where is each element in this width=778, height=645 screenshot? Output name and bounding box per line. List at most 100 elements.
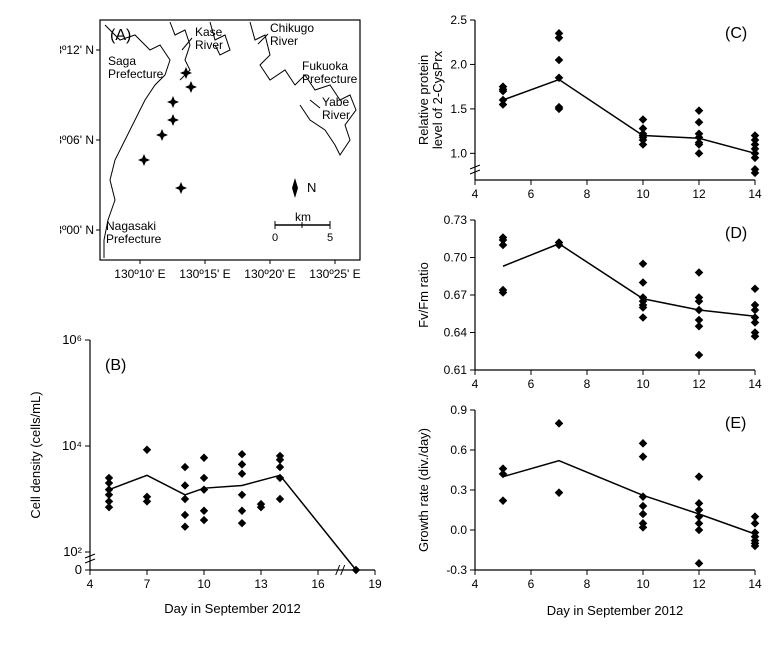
y-axis-label: Growth rate (div./day) (416, 428, 431, 552)
y-tick-label: 1.5 (450, 102, 467, 116)
data-point (695, 149, 704, 158)
y-axis-label: Fv/Fm ratio (416, 262, 431, 328)
data-point (105, 474, 113, 482)
data-point (499, 496, 508, 505)
scale-bar: km 0 5 (272, 210, 333, 244)
data-point (181, 495, 189, 503)
x-tick-label: 19 (368, 577, 382, 591)
data-point (181, 463, 189, 471)
x-tick-label: 8 (584, 577, 591, 591)
data-point (639, 502, 648, 511)
x-tick-label: 10 (197, 577, 211, 591)
yabe-arrow (310, 100, 320, 108)
x-tick-label: 6 (528, 577, 535, 591)
lon-tick-2: 130º20' E (244, 267, 295, 281)
kase-arrow (182, 38, 192, 50)
data-point (751, 313, 760, 322)
yabe-label-2: River (322, 108, 350, 122)
fukuoka-label-2: Prefecture (302, 72, 358, 86)
scale-5: 5 (327, 232, 333, 244)
data-point (200, 485, 208, 493)
fukuoka-label-1: Fukuoka (302, 59, 348, 73)
x-axis-label: Day in September 2012 (164, 601, 301, 616)
data-point (695, 268, 704, 277)
data-point (181, 481, 189, 489)
x-tick-label: 4 (472, 377, 479, 391)
north-arrow: N (292, 178, 316, 198)
data-point (200, 516, 208, 524)
y-tick-label: 2.0 (450, 57, 467, 71)
data-point (238, 470, 246, 478)
panel-d-chart: 0.610.640.670.700.73468101214Fv/Fm ratio… (410, 210, 770, 395)
data-point (238, 450, 246, 458)
lat-tick-1: 33º06' N (60, 133, 94, 147)
panel-letter: (D) (725, 225, 747, 242)
data-point (639, 115, 648, 124)
panel-b-chart: 010²10⁴10⁶4710131619Cell density (cells/… (20, 330, 390, 625)
lon-tick-3: 130º25' E (309, 267, 360, 281)
data-point (639, 259, 648, 268)
data-point (695, 106, 704, 115)
data-point (555, 29, 564, 38)
panel-c-chart: 1.01.52.02.5468101214Relative proteinlev… (410, 10, 770, 205)
y-axis-label: level of 2-CysPrx (430, 50, 445, 149)
station-star (167, 96, 179, 108)
data-point (695, 559, 704, 568)
data-point (751, 284, 760, 293)
x-tick-label: 8 (584, 377, 591, 391)
data-point (143, 493, 151, 501)
data-point (639, 124, 648, 133)
lon-tick-0: 130º10' E (114, 267, 165, 281)
panel-letter: (C) (725, 25, 747, 42)
x-tick-label: 12 (692, 577, 706, 591)
x-tick-label: 16 (311, 577, 325, 591)
data-point (499, 464, 508, 473)
data-point (751, 512, 760, 521)
y-axis-label: Relative protein (416, 55, 431, 145)
yabe-label-1: Yabe (322, 95, 349, 109)
x-tick-label: 14 (748, 377, 762, 391)
scale-0: 0 (272, 232, 278, 244)
x-tick-label: 14 (748, 577, 762, 591)
x-tick-label: 4 (87, 577, 94, 591)
data-point (695, 351, 704, 360)
y-tick-label: 10⁴ (62, 438, 82, 453)
data-point (276, 463, 284, 471)
data-point (751, 301, 760, 310)
y-tick-label: 10⁶ (62, 332, 82, 347)
x-tick-label: 8 (584, 187, 591, 201)
data-point (555, 56, 564, 65)
panel-letter: (E) (725, 415, 746, 432)
station-star (185, 81, 197, 93)
y-tick-label: 0 (75, 562, 82, 577)
data-point (499, 96, 508, 105)
x-tick-label: 6 (528, 377, 535, 391)
chikugo-label-1: Chikugo (270, 21, 314, 35)
y-tick-label: 0.3 (450, 483, 467, 497)
y-tick-label: 10² (63, 544, 82, 559)
y-tick-label: 0.70 (444, 251, 468, 265)
x-tick-label: 6 (528, 187, 535, 201)
trend-line (503, 80, 755, 154)
trend-line (109, 475, 356, 570)
data-point (276, 474, 284, 482)
lat-tick-2: 33º00' N (60, 223, 94, 237)
stations-group (138, 67, 197, 194)
x-tick-label: 7 (144, 577, 151, 591)
x-tick-label: 12 (692, 377, 706, 391)
saga-label-2: Prefecture (108, 67, 164, 81)
y-tick-label: 0.73 (444, 213, 468, 227)
trend-line (503, 461, 755, 534)
y-tick-label: -0.3 (446, 563, 467, 577)
y-tick-label: 1.0 (450, 146, 467, 160)
x-tick-label: 12 (692, 187, 706, 201)
x-tick-label: 13 (254, 577, 268, 591)
x-tick-label: 10 (636, 377, 650, 391)
data-point (695, 306, 704, 315)
x-tick-label: 4 (472, 577, 479, 591)
data-point (751, 131, 760, 140)
lon-tick-1: 130º15' E (179, 267, 230, 281)
data-point (695, 472, 704, 481)
y-tick-label: 0.67 (444, 288, 468, 302)
data-point (639, 313, 648, 322)
